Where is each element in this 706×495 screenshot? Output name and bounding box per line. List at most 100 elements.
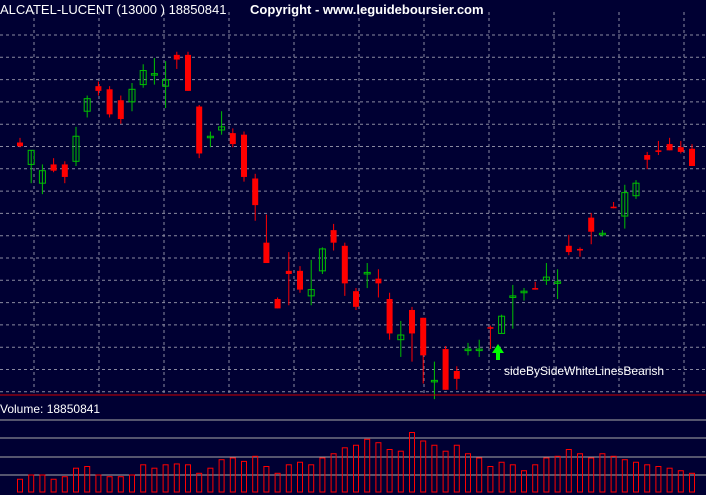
candle-body-up bbox=[475, 348, 483, 352]
volume-bar bbox=[453, 444, 460, 493]
volume-bar bbox=[140, 464, 147, 493]
volume-bar bbox=[621, 459, 628, 493]
volume-bar bbox=[677, 470, 684, 493]
volume-bar bbox=[498, 461, 505, 493]
volume-bar bbox=[509, 464, 516, 493]
volume-bar bbox=[644, 464, 651, 493]
candle-body-down bbox=[588, 217, 595, 232]
volume-bar bbox=[565, 449, 572, 493]
volume-bar bbox=[106, 476, 113, 493]
candle-body-up bbox=[307, 289, 315, 297]
volume-bar bbox=[330, 453, 337, 493]
volume-bar bbox=[409, 432, 415, 493]
volume-bar bbox=[476, 457, 483, 493]
volume-bar bbox=[308, 464, 315, 493]
candle-body-down bbox=[409, 309, 415, 334]
volume-bar bbox=[207, 467, 214, 493]
volume-bar bbox=[386, 449, 393, 493]
volume-bar bbox=[39, 474, 46, 493]
volume-bar bbox=[73, 467, 79, 493]
candle-body-down bbox=[50, 164, 57, 171]
candle-body-down bbox=[173, 54, 180, 60]
volume-bar bbox=[353, 444, 359, 493]
volume-bar bbox=[655, 466, 662, 493]
volume-bar bbox=[117, 476, 124, 493]
volume-bar bbox=[610, 455, 617, 493]
volume-bar bbox=[241, 460, 247, 493]
candle-body-up bbox=[397, 334, 405, 341]
volume-bar bbox=[274, 472, 281, 493]
candle-body-up bbox=[632, 182, 640, 197]
pattern-label: sideBySideWhiteLinesBearish bbox=[504, 364, 665, 378]
volume-bar bbox=[465, 453, 471, 493]
candle-body-down bbox=[106, 89, 113, 115]
candle-body-down bbox=[263, 242, 270, 264]
candle-body-up bbox=[218, 126, 226, 131]
volume-bar bbox=[297, 461, 303, 493]
volume-bar bbox=[341, 447, 348, 493]
volume-bar bbox=[532, 464, 539, 493]
candle-body-down bbox=[95, 86, 102, 91]
candle-body-down bbox=[655, 150, 662, 152]
candle-body-up bbox=[162, 79, 170, 87]
volume-bar bbox=[151, 467, 158, 493]
volume-bar bbox=[50, 478, 57, 493]
candle-body-down bbox=[185, 54, 191, 91]
candle-body-up bbox=[542, 276, 550, 281]
volume-label: Volume: 18850841 bbox=[0, 402, 101, 416]
volume-bar bbox=[84, 466, 91, 493]
candle-body-down bbox=[386, 299, 393, 334]
candle-body-up bbox=[621, 192, 629, 217]
candle-body-down bbox=[565, 245, 572, 253]
volume-bar bbox=[218, 459, 225, 493]
volume-bar bbox=[431, 444, 438, 493]
volume-bar bbox=[229, 457, 236, 493]
candle-body-down bbox=[353, 291, 359, 307]
grid-lines bbox=[0, 12, 706, 393]
candle-body-down bbox=[229, 133, 236, 145]
candle-body-up bbox=[498, 315, 506, 334]
copyright-text: Copyright - www.leguideboursier.com bbox=[250, 2, 484, 17]
candle-body-up bbox=[598, 232, 606, 236]
price-candles bbox=[17, 51, 695, 400]
volume-bar bbox=[185, 464, 191, 493]
volume-bar bbox=[285, 464, 292, 493]
candle-body-down bbox=[689, 148, 695, 166]
candle-body-down bbox=[442, 349, 449, 390]
candle-body-down bbox=[117, 100, 124, 120]
arrow-up-icon bbox=[492, 344, 504, 360]
candle-body-down bbox=[610, 206, 617, 209]
candle-body-down bbox=[453, 371, 460, 379]
candle-body-up bbox=[520, 290, 528, 294]
volume-bar bbox=[521, 470, 527, 493]
candle-body-down bbox=[420, 317, 427, 356]
volume-bar bbox=[263, 466, 270, 493]
candle-body-down bbox=[61, 164, 68, 177]
candle-body-up bbox=[509, 295, 517, 298]
pattern-arrow-icon bbox=[492, 344, 504, 360]
candle-body-down bbox=[330, 230, 337, 243]
candle-body-down bbox=[17, 142, 23, 147]
candle-body-down bbox=[196, 106, 203, 154]
volume-bar bbox=[129, 474, 135, 493]
volume-bar bbox=[364, 438, 371, 493]
candle-body-up bbox=[206, 135, 214, 139]
candle-body-down bbox=[285, 270, 292, 274]
candle-body-down bbox=[666, 144, 673, 151]
candle-body-down bbox=[677, 147, 684, 152]
volume-bar bbox=[319, 457, 326, 493]
candle-body-down bbox=[297, 270, 303, 290]
candle-body-up bbox=[554, 281, 562, 284]
volume-bar bbox=[397, 450, 404, 493]
candle-body-up bbox=[72, 135, 80, 162]
volume-bar bbox=[375, 442, 382, 493]
candle-body-up bbox=[464, 348, 472, 352]
volume-bar bbox=[95, 474, 102, 493]
candle-body-down bbox=[252, 178, 259, 206]
candle-body-up bbox=[318, 248, 326, 272]
candle-body-up bbox=[128, 88, 136, 103]
volume-bar bbox=[28, 474, 35, 493]
volume-bar bbox=[554, 455, 561, 493]
candle-body-up bbox=[27, 149, 35, 165]
